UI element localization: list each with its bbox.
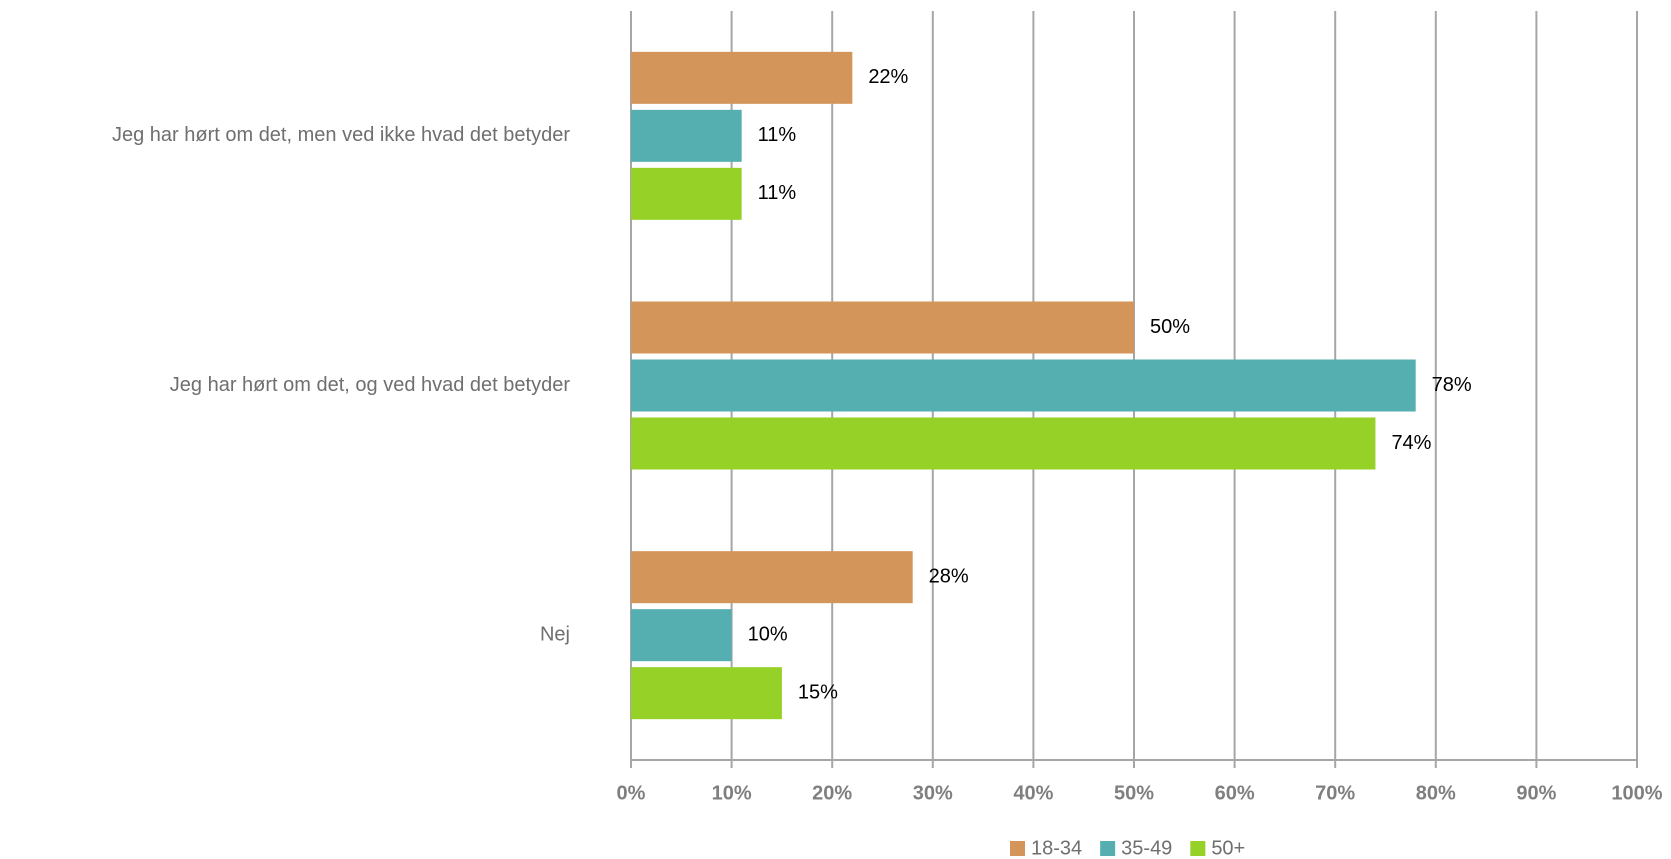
bar [631,301,1134,354]
category-label: Jeg har hørt om det, men ved ikke hvad d… [112,124,570,146]
bar [631,667,782,720]
bar [631,417,1376,470]
x-tick-label: 30% [913,782,953,804]
value-label: 28% [929,565,969,587]
x-tick-label: 50% [1114,782,1154,804]
value-label: 15% [798,681,838,703]
legend-label: 35-49 [1121,837,1172,859]
category-label: Nej [540,623,570,645]
bar [631,167,742,220]
value-label: 22% [868,66,908,88]
x-tick-label: 60% [1215,782,1255,804]
legend-swatch [1100,841,1116,856]
legend-label: 50+ [1211,837,1245,859]
bar [631,551,913,604]
x-tick-label: 20% [812,782,852,804]
category-label: Jeg har hørt om det, og ved hvad det bet… [170,374,571,396]
bar [631,359,1416,412]
x-tick-label: 40% [1013,782,1053,804]
value-label: 11% [758,182,797,204]
x-tick-label: 10% [712,782,752,804]
x-tick-label: 0% [617,782,646,804]
value-label: 10% [748,623,788,645]
x-tick-label: 80% [1416,782,1456,804]
value-label: 74% [1391,432,1431,454]
legend-label: 18-34 [1031,837,1082,859]
bar [631,609,732,662]
x-tick-label: 70% [1315,782,1355,804]
x-tick-label: 100% [1611,782,1662,804]
value-label: 78% [1432,374,1472,396]
legend-swatch [1010,841,1025,856]
bar [631,51,853,104]
legend-swatch [1190,841,1206,856]
value-label: 50% [1150,316,1190,338]
bar [631,109,742,162]
x-tick-label: 90% [1516,782,1556,804]
value-label: 11% [758,124,797,146]
